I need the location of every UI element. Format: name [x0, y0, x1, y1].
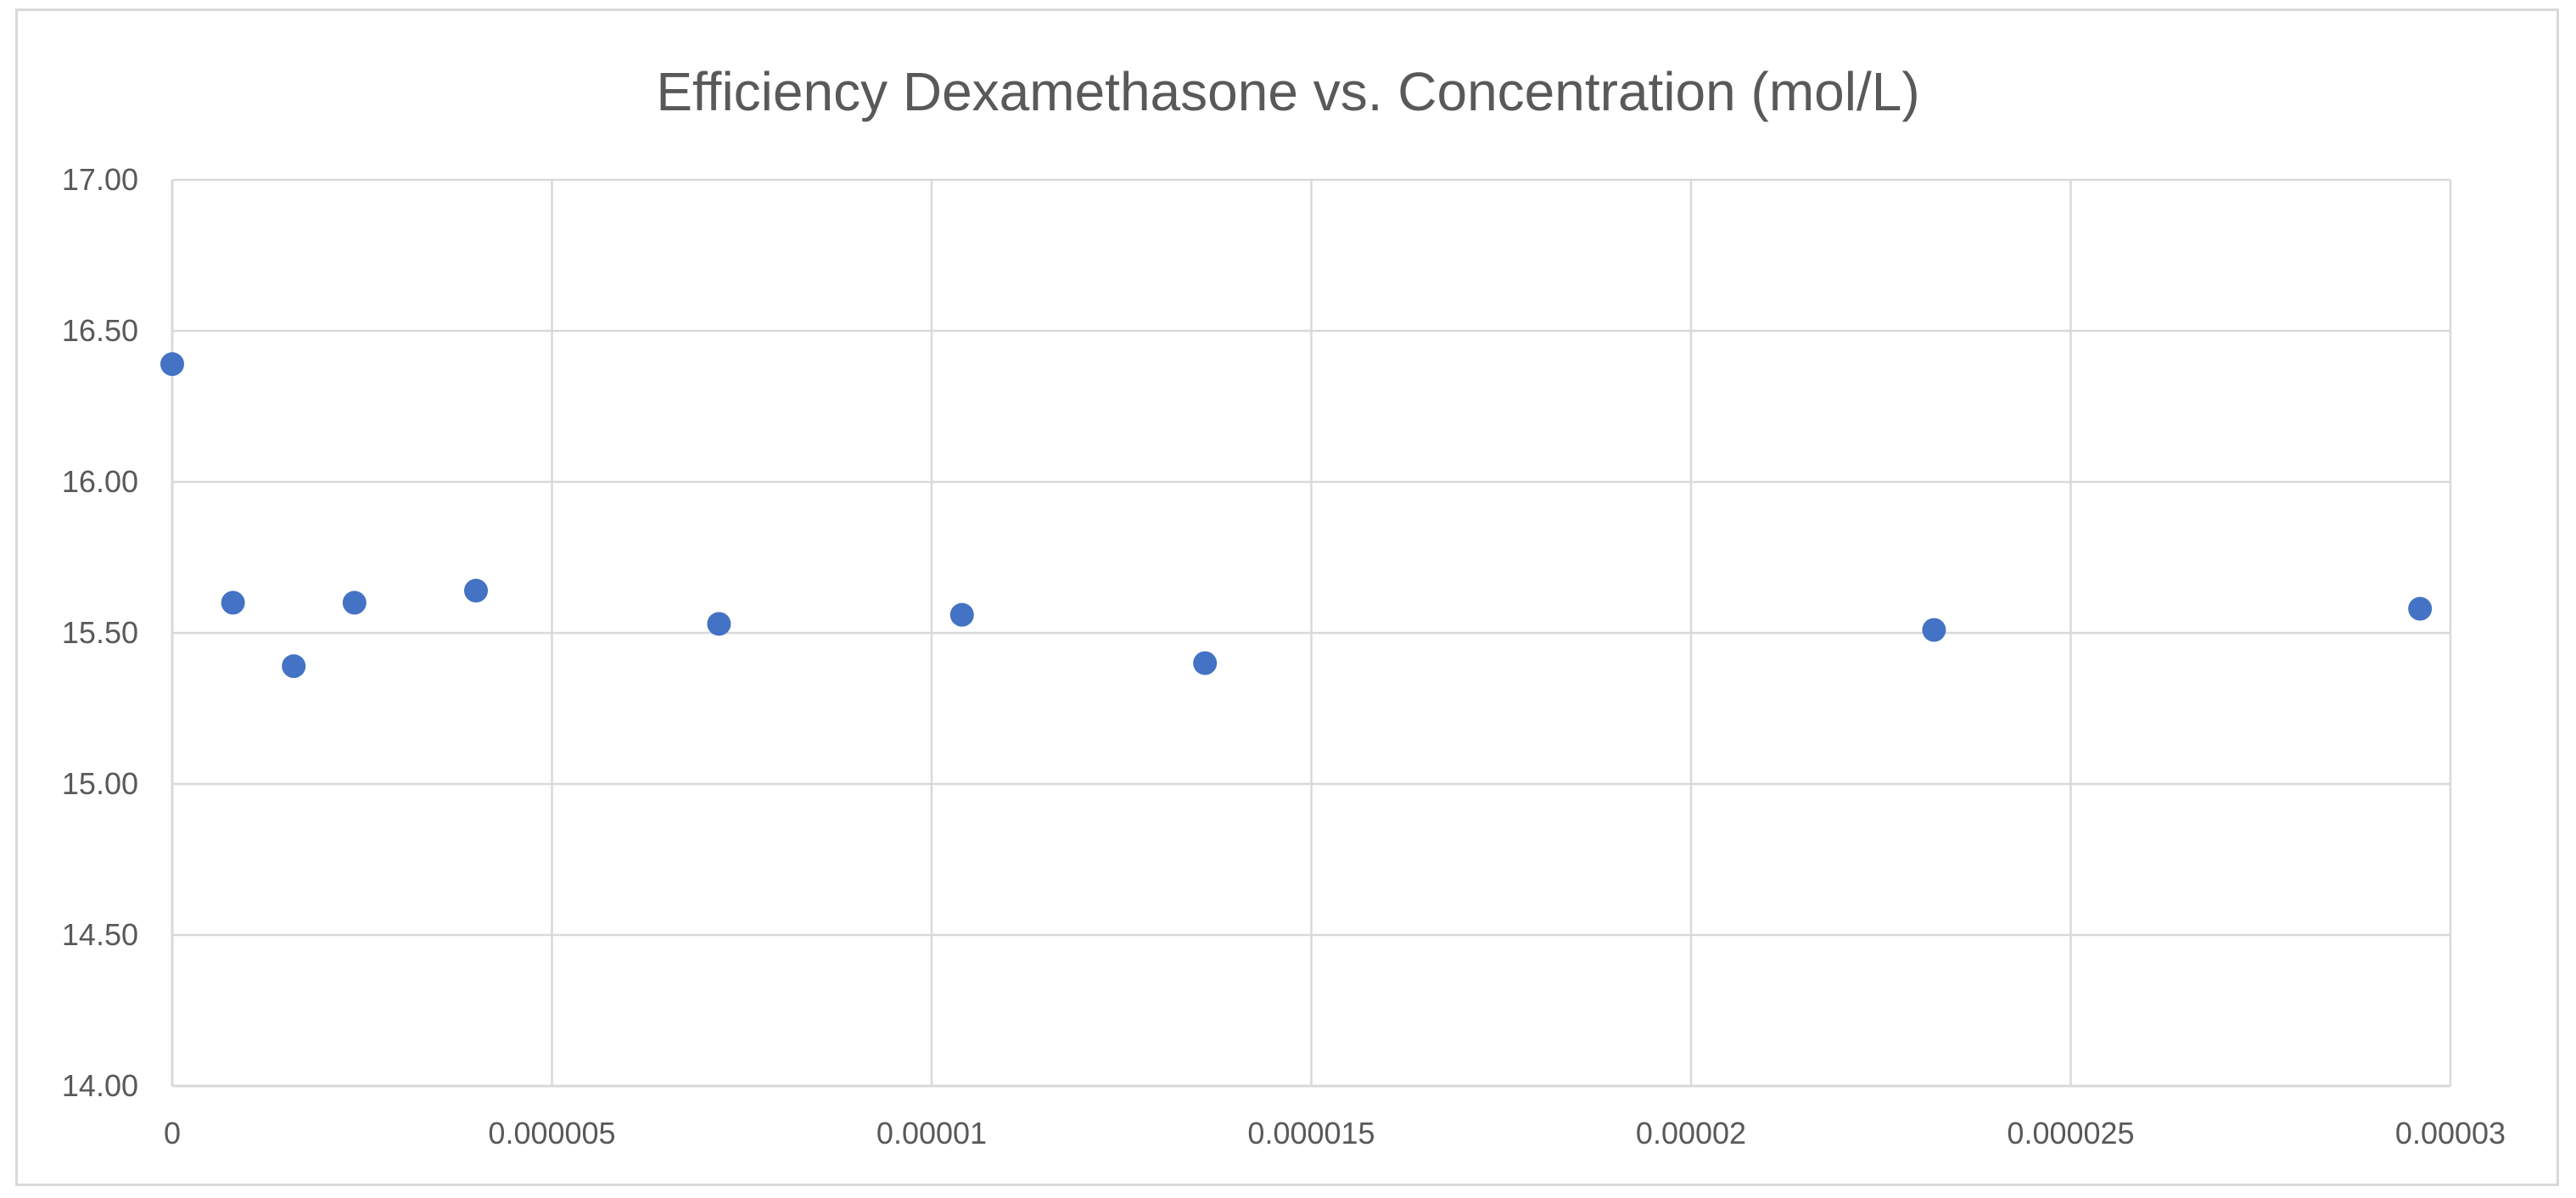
data-point	[1193, 651, 1218, 675]
chart-frame	[15, 8, 2559, 1186]
data-points	[160, 352, 2433, 679]
y-tick-label: 15.00	[62, 766, 138, 801]
data-point	[221, 591, 245, 615]
x-tick-label: 0.000025	[2007, 1116, 2134, 1150]
x-tick-label: 0.000005	[488, 1116, 615, 1150]
x-tick-label: 0.000015	[1247, 1116, 1375, 1150]
x-tick-label: 0.00003	[2395, 1116, 2506, 1150]
data-point	[464, 579, 488, 603]
x-tick-label: 0.00002	[1636, 1116, 1746, 1150]
y-axis-tick-labels: 14.00 14.50 15.00 15.50 16.00 16.50 17.00	[62, 162, 138, 1103]
x-axis-tick-labels: 0 0.000005 0.00001 0.000015 0.00002 0.000025 0…	[164, 1116, 2506, 1150]
data-point	[2408, 596, 2433, 621]
x-tick-label: 0.00001	[876, 1116, 987, 1150]
chart-title: Efficiency Dexamethasone vs. Concentrati…	[656, 61, 1919, 122]
data-point	[707, 612, 731, 636]
y-tick-label: 15.50	[62, 615, 138, 650]
data-point	[342, 591, 367, 615]
y-tick-label: 17.00	[62, 162, 138, 197]
y-tick-label: 16.00	[62, 464, 138, 499]
data-point	[1922, 618, 1946, 642]
gridlines	[172, 178, 2452, 1086]
axes	[171, 180, 2450, 1088]
data-point	[949, 602, 974, 627]
y-tick-label: 14.00	[62, 1068, 138, 1103]
data-point	[282, 654, 306, 679]
x-tick-label: 0	[164, 1116, 181, 1150]
data-point	[160, 352, 184, 377]
y-tick-label: 14.50	[62, 917, 138, 952]
y-tick-label: 16.50	[62, 313, 138, 348]
